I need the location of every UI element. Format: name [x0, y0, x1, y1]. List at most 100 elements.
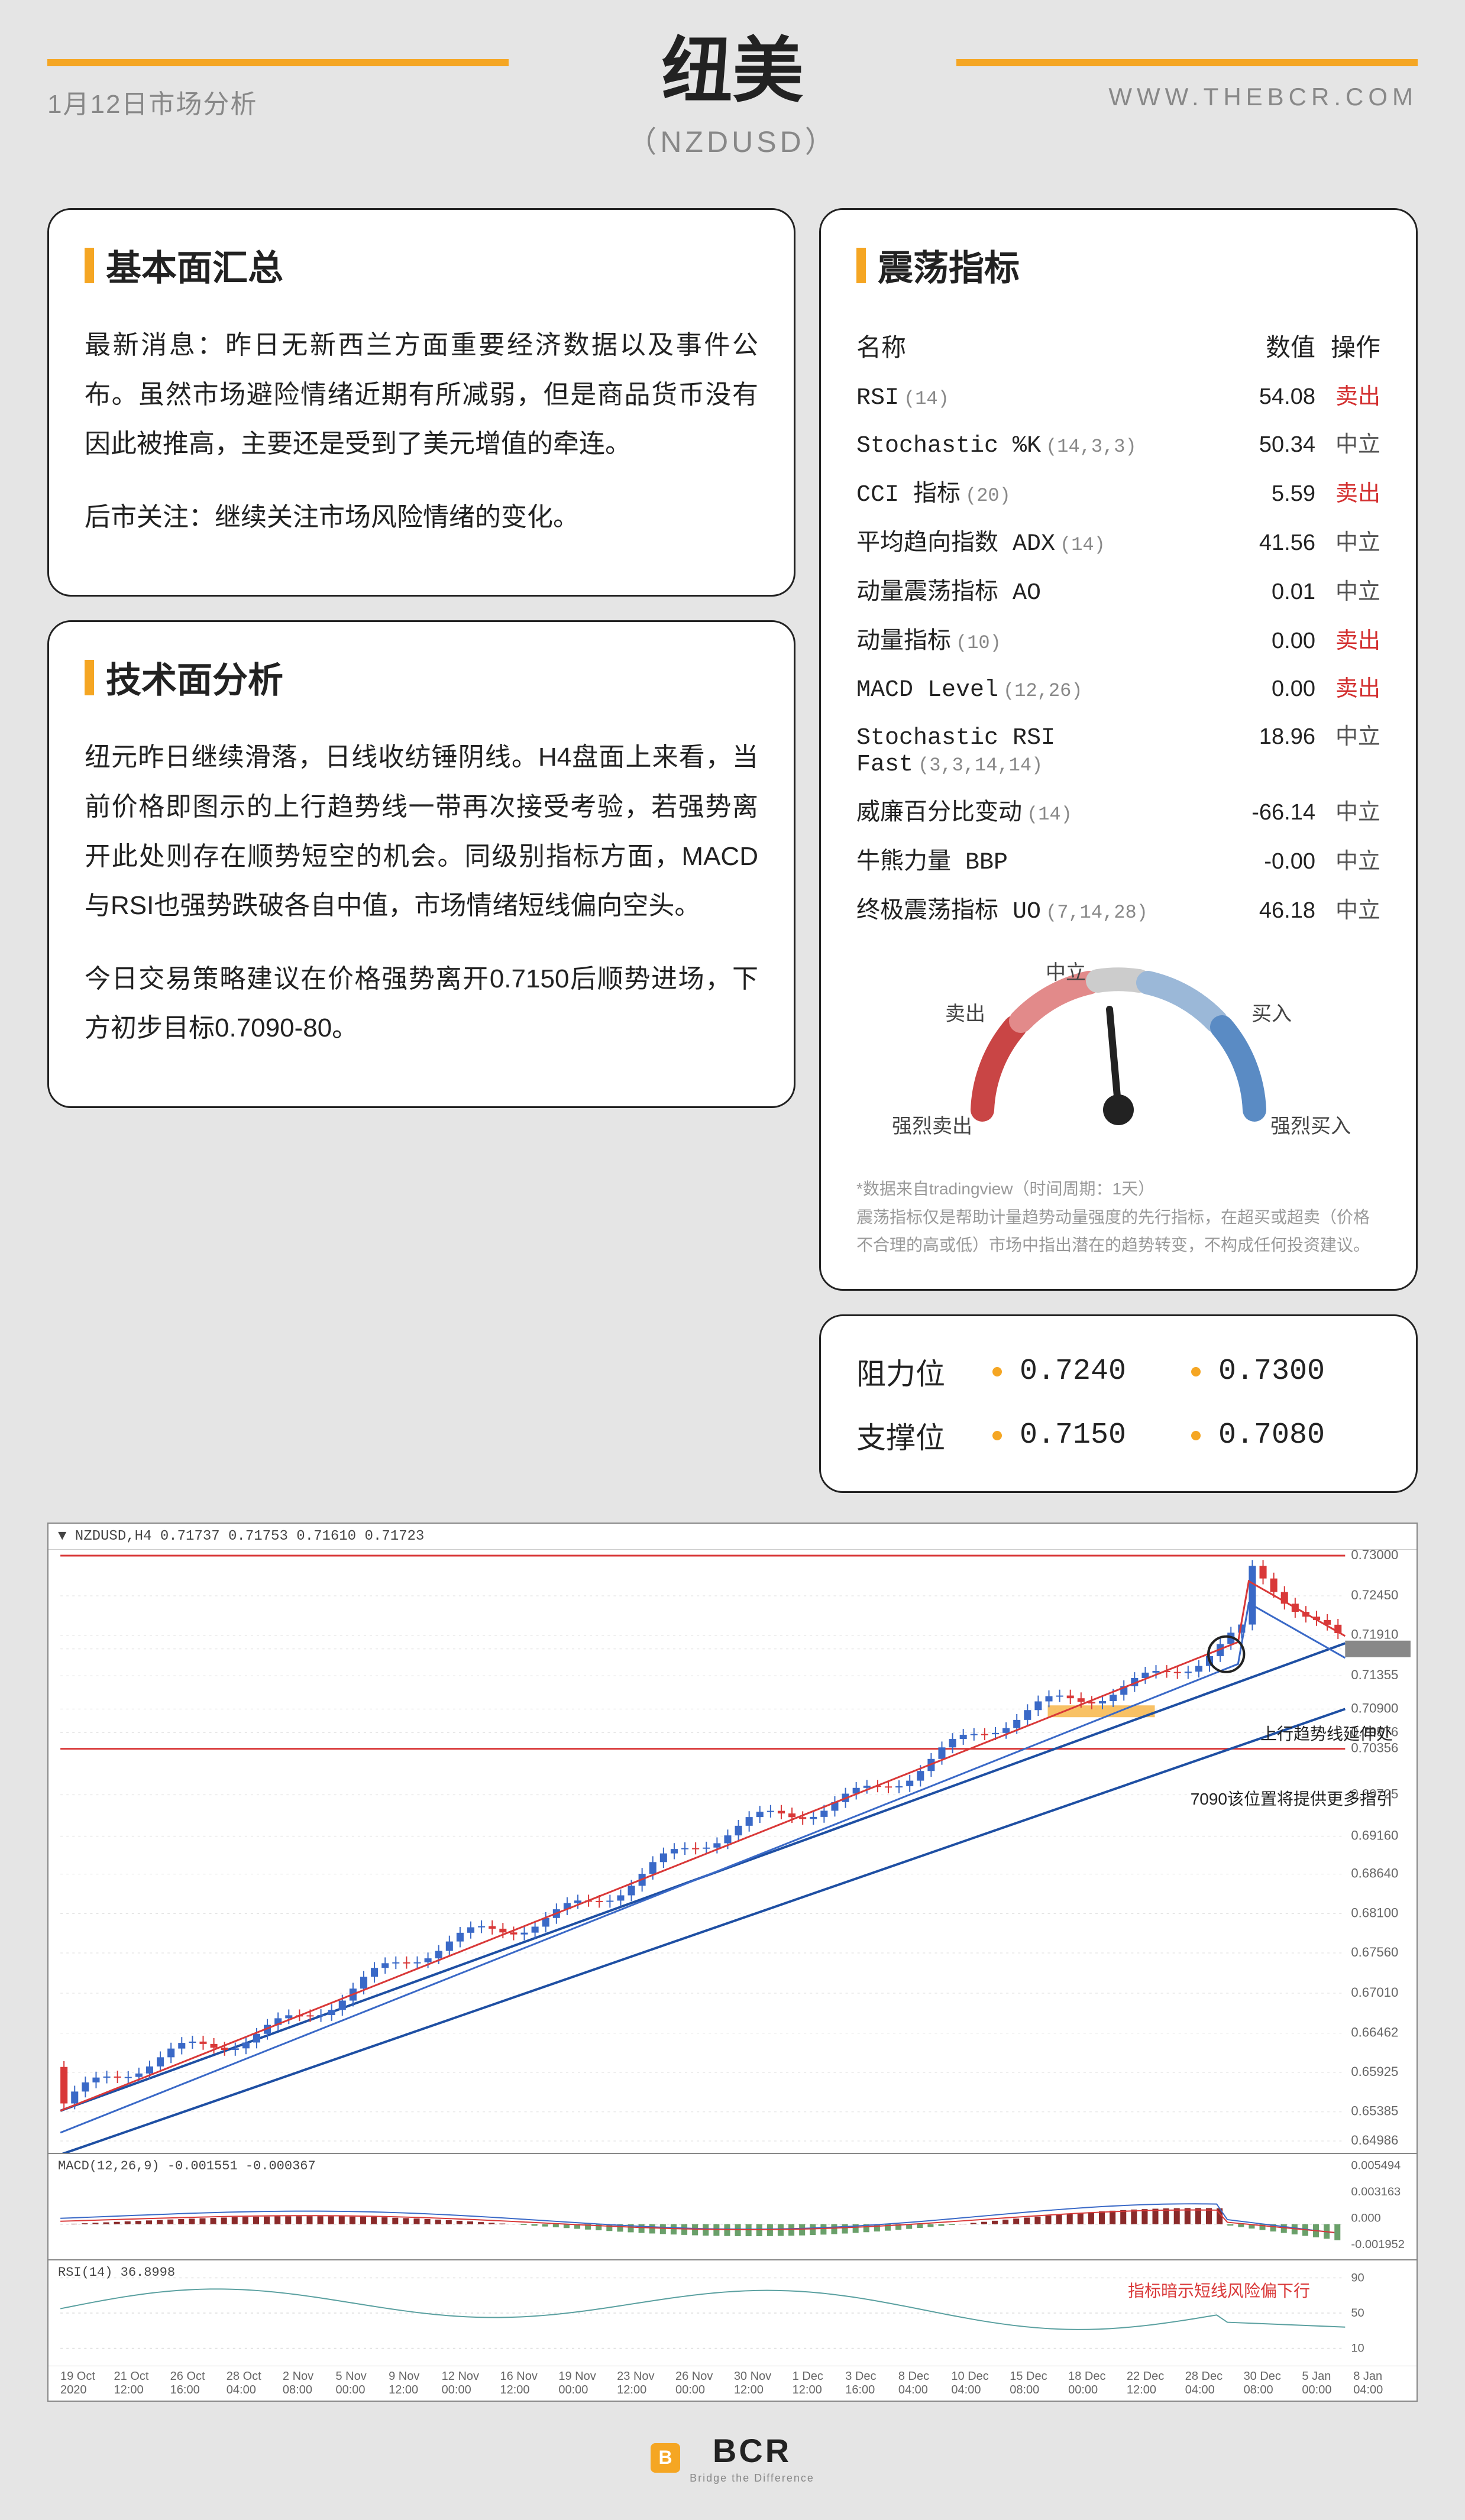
- fundamental-card: 基本面汇总 最新消息：昨日无新西兰方面重要经济数据以及事件公布。虽然市场避险情绪…: [47, 208, 795, 597]
- website-url: WWW.THEBCR.COM: [1108, 83, 1418, 111]
- x-tick: 19 Oct 2020: [60, 2370, 114, 2397]
- dot-icon: [992, 1367, 1002, 1376]
- col-name: 名称: [856, 328, 1221, 364]
- support-2: 0.7080: [1218, 1418, 1372, 1452]
- oscillator-card: 震荡指标 名称 数值 操作 RSI(14) 54.08 卖出Stochastic…: [819, 208, 1418, 1291]
- chart-macd-panel: MACD(12,26,9) -0.001551 -0.000367 0.0054…: [48, 2153, 1417, 2259]
- price-chart: ▼ NZDUSD,H4 0.71737 0.71753 0.71610 0.71…: [47, 1523, 1418, 2402]
- ind-value: 0.00: [1221, 629, 1315, 654]
- analysis-date: 1月12日市场分析: [47, 83, 257, 121]
- chart-x-axis: 19 Oct 202021 Oct 12:0026 Oct 16:0028 Oc…: [48, 2366, 1417, 2401]
- ind-name: Stochastic RSI Fast(3,3,14,14): [856, 725, 1221, 778]
- table-row: 牛熊力量 BBP -0.00 中立: [856, 834, 1380, 883]
- ind-action: 中立: [1315, 892, 1380, 924]
- svg-text:10: 10: [1351, 2341, 1364, 2354]
- table-row: CCI 指标(20) 5.59 卖出: [856, 467, 1380, 516]
- ind-value: 46.18: [1221, 898, 1315, 924]
- svg-text:0.000: 0.000: [1351, 2212, 1380, 2225]
- svg-text:50: 50: [1351, 2307, 1364, 2320]
- technical-card: 技术面分析 纽元昨日继续滑落，日线收纺锤阴线。H4盘面上来看，当前价格即图示的上…: [47, 620, 795, 1108]
- ind-action: 中立: [1315, 426, 1380, 458]
- levels-card: 阻力位 0.7240 0.7300 支撑位 0.7150 0.7080: [819, 1314, 1418, 1493]
- logo-icon: B: [651, 2443, 680, 2473]
- ind-name: 动量震荡指标 AO: [856, 572, 1221, 607]
- table-row: 终极震荡指标 UO(7,14,28) 46.18 中立: [856, 883, 1380, 932]
- table-header-row: 名称 数值 操作: [856, 320, 1380, 371]
- title-bar-icon: [85, 248, 94, 283]
- fundamental-p2: 后市关注：继续关注市场风险情绪的变化。: [85, 493, 758, 542]
- x-tick: 30 Dec 08:00: [1244, 2370, 1302, 2397]
- disclaimer: *数据来自tradingview（时间周期：1天） 震荡指标仅是帮助计量趋势动量…: [856, 1175, 1380, 1259]
- table-row: 平均趋向指数 ADX(14) 41.56 中立: [856, 516, 1380, 565]
- ind-action: 卖出: [1315, 378, 1380, 410]
- svg-text:0.72450: 0.72450: [1351, 1588, 1398, 1602]
- x-tick: 28 Oct 04:00: [227, 2370, 283, 2397]
- support-label: 支撑位: [856, 1414, 975, 1457]
- svg-text:0.66462: 0.66462: [1351, 2025, 1398, 2040]
- ind-value: 41.56: [1221, 530, 1315, 556]
- gauge-label-sell: 卖出: [945, 997, 985, 1026]
- support-1: 0.7150: [1020, 1418, 1173, 1452]
- svg-text:-0.001952: -0.001952: [1351, 2238, 1405, 2251]
- svg-text:0.003163: 0.003163: [1351, 2185, 1401, 2198]
- ind-value: -66.14: [1221, 800, 1315, 825]
- ind-value: 50.34: [1221, 432, 1315, 458]
- col-action: 操作: [1315, 328, 1380, 364]
- chart-symbol-header: ▼ NZDUSD,H4 0.71737 0.71753 0.71610 0.71…: [48, 1524, 1417, 1550]
- technical-title: 技术面分析: [85, 652, 758, 703]
- svg-text:0.68100: 0.68100: [1351, 1905, 1398, 1920]
- svg-text:90: 90: [1351, 2272, 1364, 2285]
- logo-tagline: Bridge the Difference: [690, 2472, 814, 2485]
- table-row: Stochastic %K(14,3,3) 50.34 中立: [856, 419, 1380, 467]
- support-row: 支撑位 0.7150 0.7080: [856, 1404, 1380, 1468]
- x-tick: 19 Nov 00:00: [558, 2370, 617, 2397]
- svg-text:0.73000: 0.73000: [1351, 1550, 1398, 1562]
- x-tick: 16 Nov 12:00: [500, 2370, 559, 2397]
- chart-note-rsi: 指标暗示短线风险偏下行: [1128, 2278, 1310, 2302]
- gauge-label-strong-sell: 强烈卖出: [892, 1110, 972, 1139]
- ind-action: 卖出: [1315, 622, 1380, 655]
- svg-text:0.64986: 0.64986: [1351, 2133, 1398, 2147]
- ind-name: CCI 指标(20): [856, 474, 1221, 508]
- x-tick: 3 Dec 16:00: [845, 2370, 898, 2397]
- technical-body: 纽元昨日继续滑落，日线收纺锤阴线。H4盘面上来看，当前价格即图示的上行趋势线一带…: [85, 733, 758, 1053]
- svg-text:0.65385: 0.65385: [1351, 2104, 1398, 2119]
- footer-logo: B BCR Bridge the Difference: [651, 2431, 814, 2485]
- x-tick: 8 Dec 04:00: [898, 2370, 952, 2397]
- oscillator-table: 名称 数值 操作 RSI(14) 54.08 卖出Stochastic %K(1…: [856, 320, 1380, 932]
- ind-value: 0.01: [1221, 579, 1315, 605]
- fundamental-p1: 最新消息：昨日无新西兰方面重要经济数据以及事件公布。虽然市场避险情绪近期有所减弱…: [85, 320, 758, 469]
- x-tick: 22 Dec 12:00: [1127, 2370, 1185, 2397]
- fundamental-title-text: 基本面汇总: [106, 239, 283, 291]
- x-tick: 15 Dec 08:00: [1010, 2370, 1068, 2397]
- oscillator-title: 震荡指标: [856, 239, 1380, 291]
- svg-text:0.67560: 0.67560: [1351, 1945, 1398, 1959]
- ind-value: -0.00: [1221, 849, 1315, 874]
- fundamental-title: 基本面汇总: [85, 239, 758, 291]
- x-tick: 5 Jan 00:00: [1302, 2370, 1353, 2397]
- x-tick: 10 Dec 04:00: [951, 2370, 1010, 2397]
- fundamental-body: 最新消息：昨日无新西兰方面重要经济数据以及事件公布。虽然市场避险情绪近期有所减弱…: [85, 320, 758, 542]
- ind-name: 威廉百分比变动(14): [856, 792, 1221, 827]
- rsi-header: RSI(14) 36.8998: [48, 2260, 185, 2285]
- ind-action: 中立: [1315, 718, 1380, 750]
- ind-value: 18.96: [1221, 724, 1315, 750]
- chart-main-panel: 0.730000.724500.719100.717230.713550.709…: [48, 1550, 1417, 2153]
- table-row: 动量震荡指标 AO 0.01 中立: [856, 565, 1380, 614]
- ind-value: 54.08: [1221, 384, 1315, 410]
- macd-header: MACD(12,26,9) -0.001551 -0.000367: [48, 2154, 325, 2178]
- x-tick: 18 Dec 00:00: [1068, 2370, 1127, 2397]
- gauge-label-strong-buy: 强烈买入: [1270, 1110, 1351, 1139]
- x-tick: 12 Nov 00:00: [442, 2370, 500, 2397]
- dot-icon: [992, 1431, 1002, 1440]
- table-row: RSI(14) 54.08 卖出: [856, 371, 1380, 419]
- ind-action: 中立: [1315, 793, 1380, 826]
- svg-text:0.67010: 0.67010: [1351, 1985, 1398, 2000]
- x-tick: 21 Oct 12:00: [114, 2370, 170, 2397]
- x-tick: 9 Nov 12:00: [389, 2370, 442, 2397]
- ind-action: 中立: [1315, 573, 1380, 605]
- chart-note-7090: 7090该位置将提供更多指引: [1191, 1786, 1393, 1810]
- header-rule-right: [956, 59, 1418, 66]
- x-tick: 8 Jan 04:00: [1353, 2370, 1405, 2397]
- x-tick: 5 Nov 00:00: [335, 2370, 389, 2397]
